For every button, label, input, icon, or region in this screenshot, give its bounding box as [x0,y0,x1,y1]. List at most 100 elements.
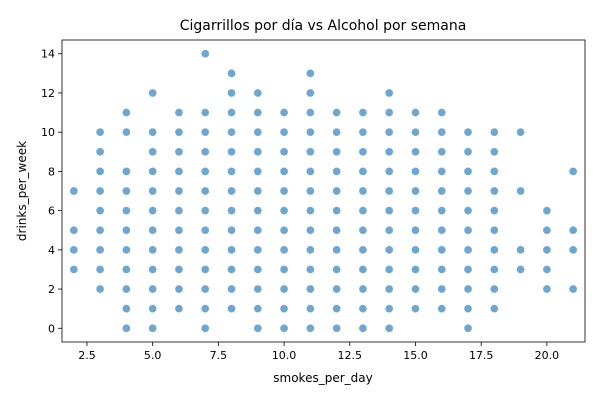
x-tick-label: 5.0 [144,349,162,362]
y-tick-label: 8 [48,165,55,178]
data-point [490,284,499,294]
data-point [122,284,131,294]
data-point [411,265,420,274]
data-point [463,323,473,333]
data-point [122,108,131,117]
data-point [437,186,447,196]
data-point [542,206,552,215]
data-point [279,245,289,255]
data-point [227,284,236,294]
data-point [279,265,289,274]
data-point [332,323,341,333]
data-point [384,108,394,117]
data-point [148,225,157,235]
data-point [463,265,473,274]
data-point [463,284,473,294]
data-point [148,265,157,274]
data-point [227,108,236,117]
data-point [542,284,552,294]
y-axis: 0 2 4 6 8 10 12 14 [41,48,62,335]
data-point [490,245,499,255]
data-point [306,147,315,157]
y-tick-label: 0 [48,322,55,335]
data-point [384,88,394,98]
data-point [122,245,131,255]
data-point [200,186,210,196]
data-point [253,206,263,215]
data-point [200,265,210,274]
data-point [95,147,105,157]
data-point [463,127,473,137]
data-point [148,147,157,157]
data-point [384,245,394,255]
data-point [174,186,184,196]
data-point [490,167,499,176]
data-point [306,245,315,255]
data-point [279,284,289,294]
data-point [384,284,394,294]
data-point [306,225,315,235]
data-point [490,206,499,215]
data-point [174,304,184,313]
data-point [358,206,368,215]
data-point [306,108,315,117]
x-tick-label: 7.5 [210,349,228,362]
data-point [463,147,473,157]
data-point [253,108,263,117]
data-point [253,284,263,294]
y-tick-label: 10 [41,126,55,139]
data-point [332,167,341,176]
data-point [411,167,420,176]
data-point [69,186,79,196]
data-point [174,108,184,117]
data-point [437,225,447,235]
data-point [200,245,210,255]
data-point [411,284,420,294]
data-point [279,206,289,215]
data-point [463,245,473,255]
data-point [542,245,552,255]
data-point [306,186,315,196]
data-point [174,147,184,157]
data-point [358,284,368,294]
data-point [384,186,394,196]
y-tick-label: 12 [41,87,55,100]
data-point [332,147,341,157]
data-point [200,225,210,235]
data-point [279,127,289,137]
data-point [306,69,315,78]
data-point [384,323,394,333]
data-point [306,127,315,137]
data-point [516,265,525,274]
data-point [148,284,157,294]
data-point [122,323,131,333]
y-tick-label: 4 [48,244,55,257]
data-point [200,206,210,215]
data-point [227,147,236,157]
data-point [122,265,131,274]
data-point [384,147,394,157]
data-point [384,225,394,235]
data-point [463,225,473,235]
y-tick-label: 6 [48,205,55,218]
data-point [568,245,578,255]
data-point [384,127,394,137]
data-point [122,225,131,235]
data-point [463,186,473,196]
data-point [227,167,236,176]
data-point [174,167,184,176]
data-point [411,245,420,255]
data-point [516,245,525,255]
data-point [306,88,315,98]
x-tick-label: 10.0 [272,349,297,362]
data-point [437,265,447,274]
data-point [174,127,184,137]
data-point [384,304,394,313]
data-point [306,323,315,333]
data-point [306,167,315,176]
data-point [437,284,447,294]
data-point [411,186,420,196]
data-point [332,284,341,294]
data-point [200,323,210,333]
data-point [437,304,447,313]
